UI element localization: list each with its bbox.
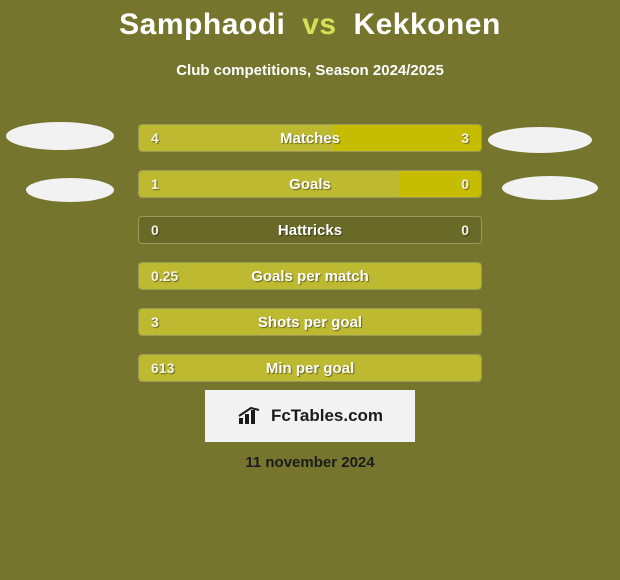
stat-label: Goals bbox=[139, 171, 481, 197]
decorative-ellipse bbox=[488, 127, 592, 153]
title-player1: Samphaodi bbox=[119, 8, 285, 41]
stat-row: 0.25Goals per match bbox=[138, 262, 482, 290]
stat-row: 613Min per goal bbox=[138, 354, 482, 382]
decorative-ellipse bbox=[6, 122, 114, 150]
stat-row: 00Hattricks bbox=[138, 216, 482, 244]
stat-row: 43Matches bbox=[138, 124, 482, 152]
brand-badge: FcTables.com bbox=[205, 390, 415, 442]
stat-label: Shots per goal bbox=[139, 309, 481, 335]
stat-label: Goals per match bbox=[139, 263, 481, 289]
date-label: 11 november 2024 bbox=[0, 454, 620, 471]
page-title: Samphaodi vs Kekkonen bbox=[0, 8, 620, 42]
decorative-ellipse bbox=[502, 176, 598, 200]
subtitle: Club competitions, Season 2024/2025 bbox=[0, 62, 620, 79]
stat-row: 10Goals bbox=[138, 170, 482, 198]
stat-label: Min per goal bbox=[139, 355, 481, 381]
decorative-ellipse bbox=[26, 178, 114, 202]
stat-label: Hattricks bbox=[139, 217, 481, 243]
title-vs: vs bbox=[302, 8, 336, 41]
title-player2: Kekkonen bbox=[353, 8, 500, 41]
stat-label: Matches bbox=[139, 125, 481, 151]
brand-text: FcTables.com bbox=[271, 406, 383, 426]
brand-icon bbox=[237, 406, 263, 426]
comparison-bars: 43Matches 10Goals 00Hattricks 0.25Goals per… bbox=[138, 124, 482, 400]
stage: { "colors": { "page_bg": "#75752d", "tit… bbox=[0, 0, 620, 580]
stat-row: 3Shots per goal bbox=[138, 308, 482, 336]
